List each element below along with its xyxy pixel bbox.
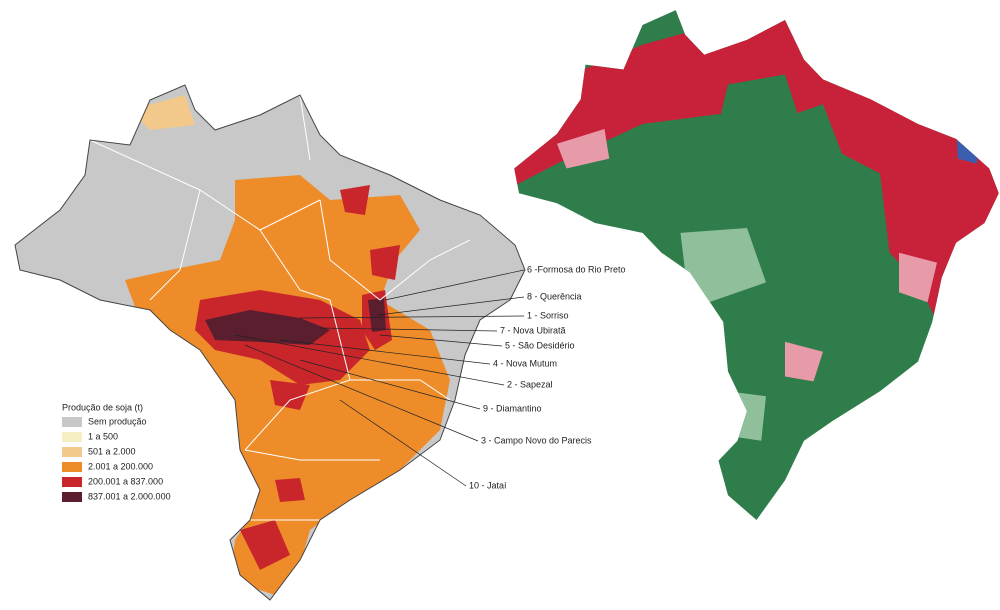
legend-label: 2.001 a 200.000 <box>88 461 153 471</box>
area <box>240 520 290 570</box>
city-label: 2 - Sapezal <box>507 379 553 389</box>
city-labels: 6 -Formosa do Rio Preto 8 - Querência 1 - … <box>234 264 626 490</box>
legend-title: Produção de soja (t) <box>62 402 143 412</box>
area <box>205 310 330 345</box>
soy-map <box>14 84 526 601</box>
region <box>785 341 823 382</box>
leader-line <box>244 344 479 442</box>
region <box>680 227 766 303</box>
region <box>956 124 980 164</box>
legend-swatch <box>62 432 82 442</box>
legend-swatch <box>62 477 82 487</box>
leader-line <box>234 334 505 386</box>
leader-line <box>299 315 525 319</box>
leader-line <box>279 339 491 365</box>
area <box>370 245 400 280</box>
legend-swatch <box>62 417 82 427</box>
leader-line <box>299 359 481 410</box>
city-label: 9 - Diamantino <box>483 403 542 413</box>
legend-label: 837.001 a 2.000.000 <box>88 491 171 501</box>
area <box>270 380 310 410</box>
legend-label: Sem produção <box>88 416 147 426</box>
city-label: 4 - Nova Mutum <box>493 358 557 368</box>
legend: Produção de soja (t) Sem produção 1 a 500… <box>62 402 171 502</box>
legend-swatch <box>62 462 82 472</box>
city-label: 6 -Formosa do Rio Preto <box>527 264 626 274</box>
city-label: 5 - São Desidério <box>505 340 575 350</box>
legend-swatch <box>62 447 82 457</box>
city-label: 7 - Nova Ubiratã <box>500 325 566 335</box>
legend-label: 1 a 500 <box>88 431 118 441</box>
leader-line <box>319 327 498 332</box>
leader-line <box>379 334 503 347</box>
region <box>718 74 804 154</box>
region <box>728 391 766 441</box>
legend-swatch <box>62 492 82 502</box>
area <box>275 478 305 502</box>
legend-label: 501 a 2.000 <box>88 446 136 456</box>
production-areas <box>89 94 471 600</box>
region <box>557 128 610 169</box>
legend-label: 200.001 a 837.000 <box>88 476 163 486</box>
area <box>368 298 386 332</box>
city-label: 8 - Querência <box>527 291 582 301</box>
leader-line <box>384 269 525 301</box>
city-label: 1 - Sorriso <box>527 310 569 320</box>
city-label: 3 - Campo Novo do Parecis <box>481 435 592 445</box>
region <box>899 252 937 303</box>
area <box>340 185 370 215</box>
area <box>130 95 195 130</box>
leader-line <box>339 399 467 487</box>
city-label: 10 - Jataí <box>469 480 507 490</box>
leader-line <box>377 296 525 316</box>
